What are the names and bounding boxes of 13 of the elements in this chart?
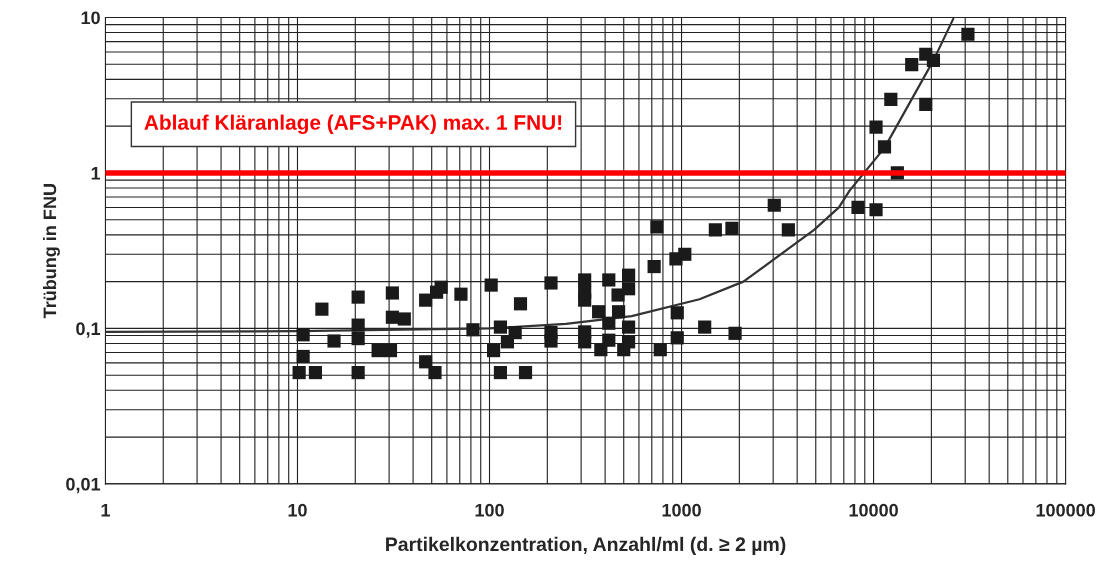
y-tick-label: 0,01 bbox=[66, 477, 101, 494]
x-tick-label: 10000 bbox=[849, 503, 898, 517]
ref-line-label: Ablauf Kläranlage (AFS+PAK) max. 1 FNU! bbox=[144, 114, 562, 135]
x-axis-title: Partikelkonzentration, Anzahl/ml (d. ≥ 2 µm) bbox=[386, 536, 786, 555]
x-tick-label: 10 bbox=[288, 503, 307, 517]
x-tick-label: 1000 bbox=[662, 503, 701, 517]
x-tick-label: 100000 bbox=[1036, 503, 1095, 517]
x-tick-label: 1 bbox=[101, 504, 110, 517]
x-tick-label: 100 bbox=[475, 503, 504, 517]
y-tick-label: 0,1 bbox=[76, 322, 101, 338]
y-axis-title: Trübung in FNU bbox=[42, 184, 60, 319]
y-tick-label: 10 bbox=[81, 11, 100, 25]
y-tick-label: 1 bbox=[91, 167, 101, 180]
